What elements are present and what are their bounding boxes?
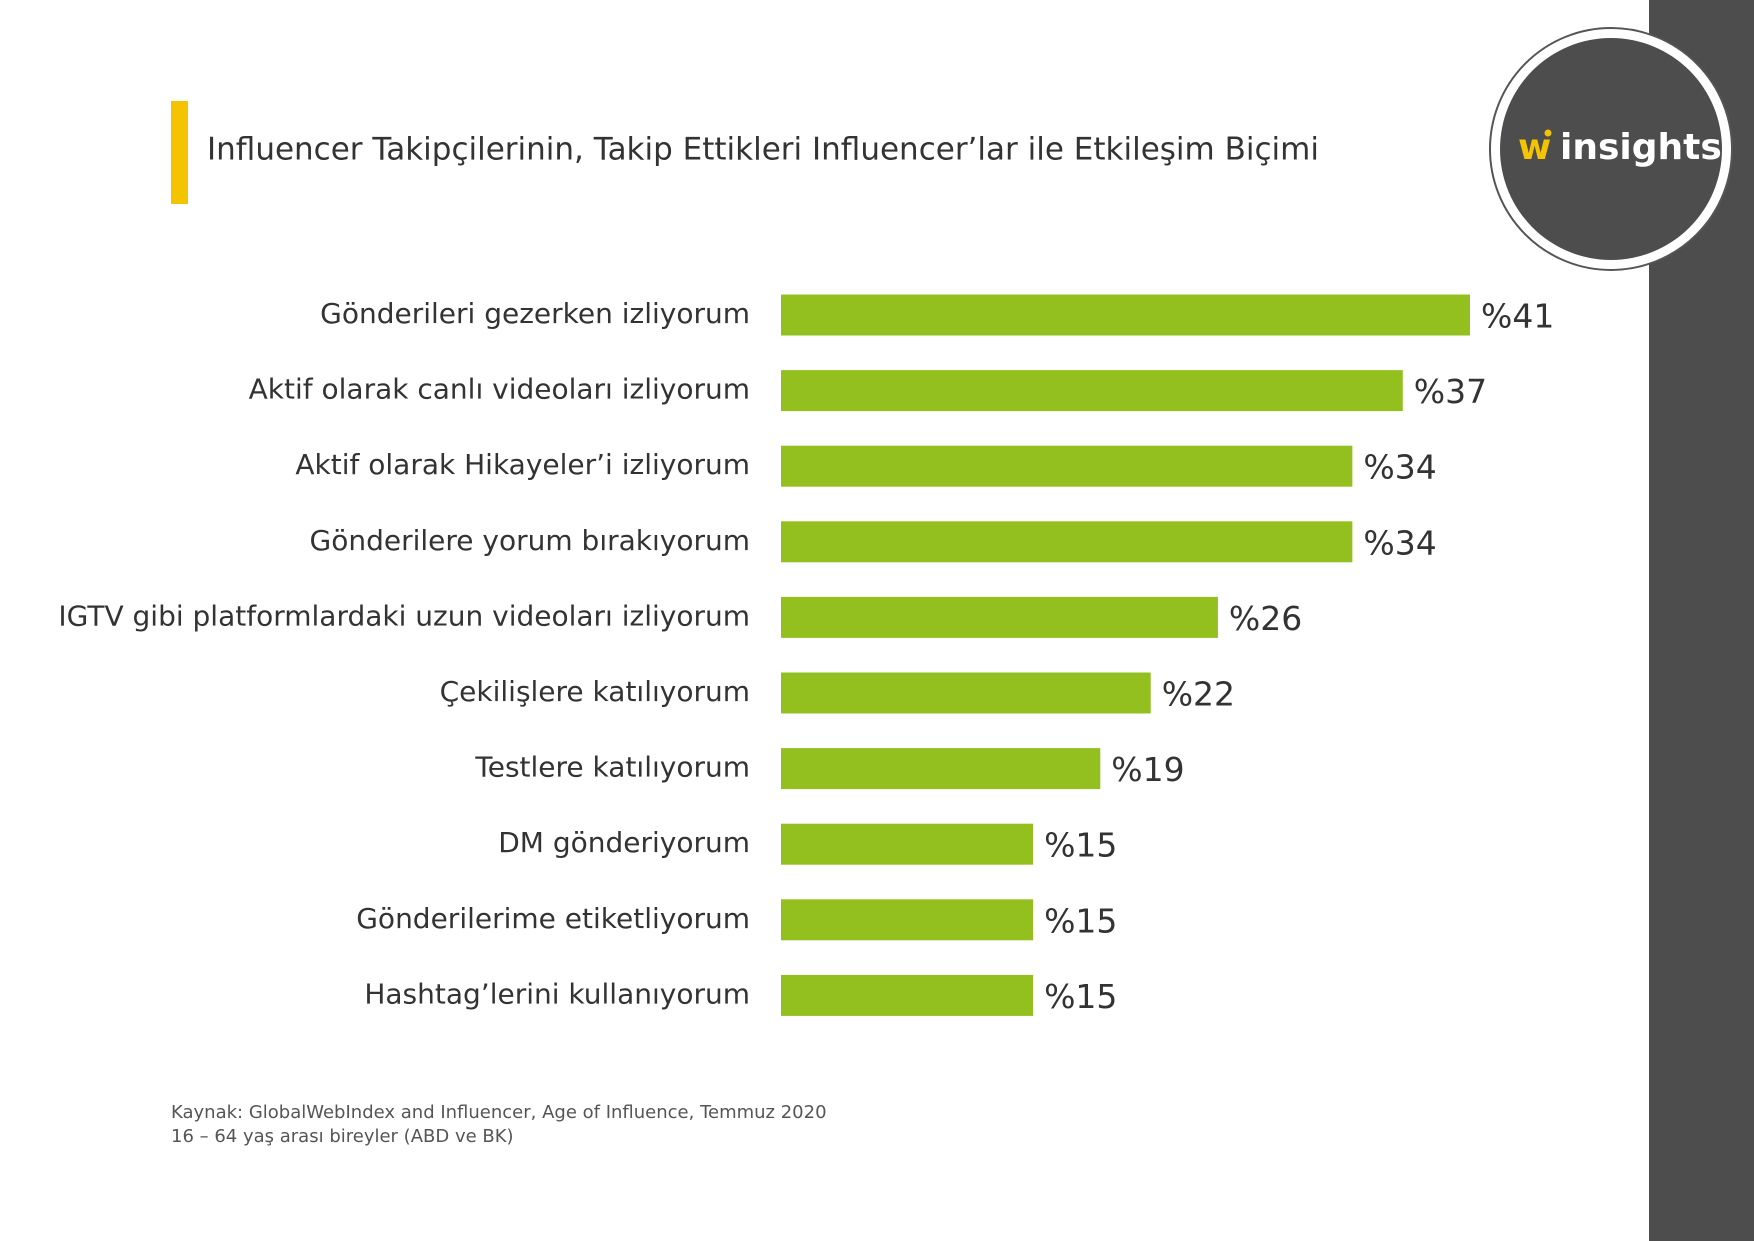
bar [781, 521, 1353, 563]
bar [781, 899, 1034, 941]
value-label: %41 [1481, 297, 1554, 336]
value-label: %15 [1044, 901, 1117, 940]
value-label: %34 [1363, 523, 1436, 562]
value-label: %37 [1414, 372, 1487, 411]
value-label: %26 [1229, 599, 1302, 638]
bar [781, 370, 1403, 412]
value-label: %15 [1044, 977, 1117, 1016]
logo-disc [1500, 38, 1722, 260]
sample-note: 16 – 64 yaş arası bireyler (ABD ve BK) [171, 1126, 514, 1147]
bar [781, 823, 1034, 865]
category-label: Testlere katılıyorum [474, 751, 750, 784]
bar [781, 294, 1470, 336]
chart-title: Influencer Takipçilerinin, Takip Ettikle… [207, 132, 1319, 168]
category-label: Hashtag’lerini kullanıyorum [364, 977, 750, 1010]
bar [781, 748, 1101, 790]
logo-text: insights [1560, 127, 1722, 168]
category-label: Gönderilere yorum bırakıyorum [310, 524, 750, 557]
value-label: %34 [1363, 448, 1436, 487]
category-label: Aktif olarak canlı videoları izliyorum [249, 373, 750, 406]
bar [781, 672, 1151, 714]
value-label: %15 [1044, 826, 1117, 865]
bar [781, 596, 1218, 638]
category-label: Gönderilerime etiketliyorum [356, 902, 750, 935]
category-label: DM gönderiyorum [498, 826, 750, 859]
logo-dot [1544, 129, 1552, 137]
category-label: Gönderileri gezerken izliyorum [320, 297, 750, 330]
source-note: Kaynak: GlobalWebIndex and Influencer, A… [171, 1102, 827, 1123]
value-label: %22 [1162, 675, 1235, 714]
bar [781, 445, 1353, 487]
category-label: Çekilişlere katılıyorum [440, 675, 750, 708]
category-label: IGTV gibi platformlardaki uzun videoları… [58, 599, 750, 632]
title-accent [171, 101, 188, 204]
category-label: Aktif olarak Hikayeler’i izliyorum [295, 448, 750, 481]
bar [781, 974, 1034, 1016]
value-label: %19 [1111, 750, 1184, 789]
